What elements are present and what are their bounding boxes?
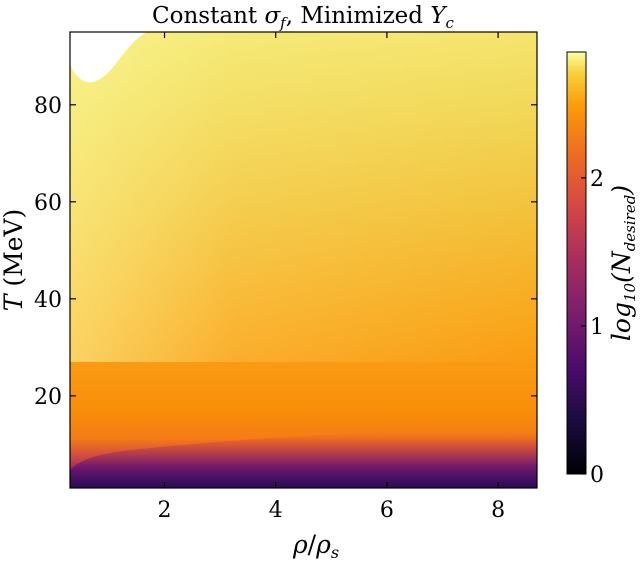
colorbar: 0 1 2 log10(Ndesired) bbox=[566, 51, 639, 488]
y-axis-ticks: 20 40 60 80 bbox=[34, 94, 537, 410]
y-axis-label: T (MeV) bbox=[0, 209, 28, 312]
colorbar-gradient bbox=[566, 51, 587, 475]
y-tick-label: 20 bbox=[34, 385, 62, 410]
colorbar-label: log10(Ndesired) bbox=[607, 185, 639, 341]
chart-title: Constant σf, Minimized Yc bbox=[152, 3, 454, 32]
heatmap-masked-region bbox=[70, 32, 147, 83]
y-tick-label: 80 bbox=[34, 94, 62, 119]
y-tick-label: 40 bbox=[34, 288, 62, 313]
x-axis-label: ρ/ρs bbox=[292, 530, 339, 559]
heatmap-highlight bbox=[70, 32, 537, 362]
colorbar-tick-label: 1 bbox=[590, 315, 604, 340]
heatmap-low-temperature-band bbox=[70, 428, 537, 488]
colorbar-tick-label: 0 bbox=[590, 463, 604, 488]
heatmap bbox=[70, 32, 537, 488]
x-tick-label: 6 bbox=[380, 498, 394, 523]
x-axis-ticks: 2 4 6 8 bbox=[158, 32, 505, 523]
colorbar-tick-label: 2 bbox=[590, 167, 604, 192]
x-tick-label: 4 bbox=[269, 498, 283, 523]
plot-frame bbox=[69, 31, 538, 489]
x-tick-label: 2 bbox=[158, 498, 172, 523]
y-tick-label: 60 bbox=[34, 191, 62, 216]
x-tick-label: 8 bbox=[491, 498, 505, 523]
colorbar-ticks: 0 1 2 bbox=[581, 167, 604, 488]
